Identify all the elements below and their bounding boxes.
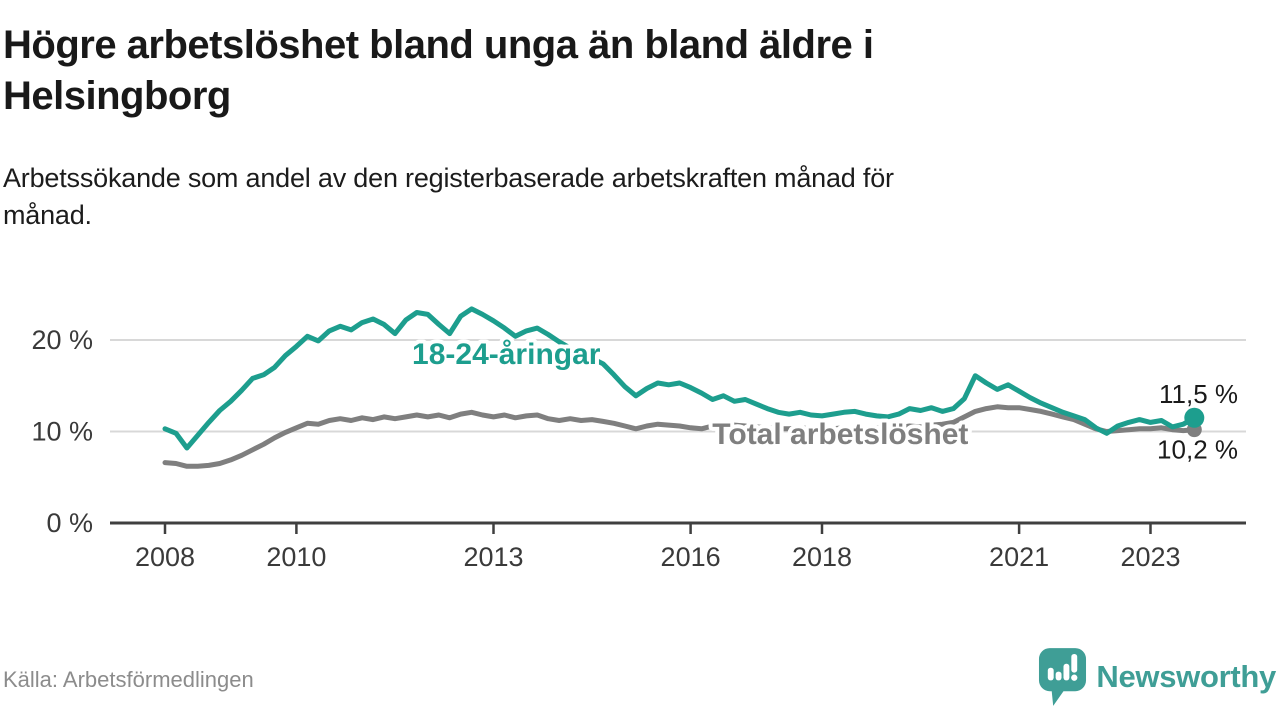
brand-name: Newsworthy xyxy=(1096,659,1276,694)
x-axis-label: 2016 xyxy=(661,542,721,572)
newsworthy-speech-bubble-bar-chart-icon xyxy=(1039,648,1087,706)
chart-title: Högre arbetslöshet bland unga än bland ä… xyxy=(3,23,874,119)
y-axis-label: 10 % xyxy=(31,417,93,447)
source-label: Källa: Arbetsförmedlingen xyxy=(3,667,254,692)
series-label-total: Total arbetslöshet xyxy=(712,418,968,451)
x-axis-label: 2018 xyxy=(792,542,852,572)
y-axis-label: 20 % xyxy=(31,325,93,355)
series-end-value-youth: 11,5 % xyxy=(1159,379,1238,409)
series-line-youth xyxy=(162,306,1197,451)
x-axis-label: 2023 xyxy=(1120,542,1180,572)
series-end-value-total: 10,2 % xyxy=(1157,435,1238,465)
y-axis-label: 0 % xyxy=(46,508,93,538)
series-label-youth: 18-24-åringar xyxy=(412,338,601,371)
x-axis-label: 2013 xyxy=(463,542,523,572)
series-end-dot-youth xyxy=(1184,407,1205,428)
brand-logo: Newsworthy xyxy=(1038,647,1276,707)
x-axis-label: 2008 xyxy=(135,542,195,572)
series-line-total xyxy=(162,404,1197,469)
chart-subtitle: Arbetssökande som andel av den registerb… xyxy=(3,163,894,230)
x-axis-label: 2021 xyxy=(989,542,1049,572)
x-axis-label: 2010 xyxy=(266,542,326,572)
